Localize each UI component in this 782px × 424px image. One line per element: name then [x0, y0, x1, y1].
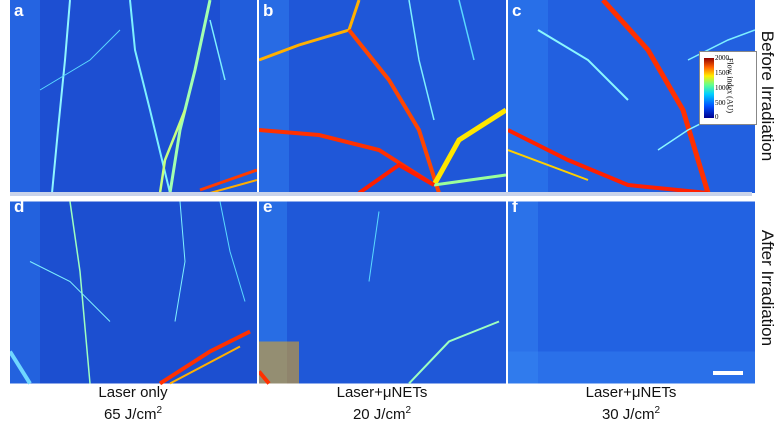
panel-label: f	[512, 197, 518, 216]
fluence-text: 20 J/cm	[352, 406, 406, 423]
row-separator	[10, 192, 752, 196]
laser-speckle-image-f	[508, 201, 755, 384]
panel-label: c	[512, 1, 522, 20]
caption-line-1: Laser+μNETs	[585, 384, 677, 401]
colorbar-title: Flow index (AU)	[725, 57, 735, 114]
laser-speckle-image-a	[10, 0, 257, 193]
panel-label: d	[14, 197, 25, 216]
laser-speckle-image-e	[259, 201, 506, 385]
panel-label: b	[263, 1, 274, 20]
column-caption-2: Laser+μNETs 20 J/cm2	[282, 384, 482, 424]
fluence-exponent: 2	[405, 405, 412, 416]
colorbar-tick: 500	[715, 99, 726, 107]
row-label-after: After Irradiation	[758, 229, 777, 347]
caption-line-2: 20 J/cm2	[282, 402, 482, 424]
column-caption-3: Laser+μNETs 30 J/cm2	[531, 384, 731, 424]
caption-line-2: 65 J/cm2	[33, 402, 233, 424]
caption-line-1: Laser only	[98, 384, 168, 401]
column-caption-1: Laser only 65 J/cm2	[33, 384, 233, 424]
fluence-text: 30 J/cm	[601, 406, 655, 423]
colorbar-gradient	[704, 58, 714, 118]
caption-line-1: Laser+μNETs	[336, 384, 428, 401]
panel-label: a	[14, 1, 24, 20]
panel-label: e	[263, 197, 273, 216]
fluence-text: 65 J/cm	[103, 406, 157, 423]
panel-d: d	[10, 196, 257, 389]
colorbar-tick: 1000	[715, 84, 729, 92]
colorbar-tick: 1500	[715, 69, 729, 77]
panel-e: e	[259, 196, 506, 389]
colorbar-legend: 2000 1500 1000 500 0 Flow index (AU)	[699, 51, 757, 125]
panel-b: b	[259, 0, 506, 193]
laser-speckle-image-b	[259, 0, 506, 193]
colorbar-tick: 0	[715, 113, 719, 121]
colorbar-tick: 2000	[715, 54, 729, 62]
row-label-before: Before Irradiation	[758, 30, 777, 162]
fluence-exponent: 2	[156, 405, 163, 416]
laser-speckle-image-d	[10, 201, 257, 386]
scale-bar	[713, 371, 743, 375]
caption-line-2: 30 J/cm2	[531, 402, 731, 424]
panel-f: f	[508, 196, 755, 389]
panel-a: a	[10, 0, 257, 193]
fluence-exponent: 2	[654, 405, 661, 416]
